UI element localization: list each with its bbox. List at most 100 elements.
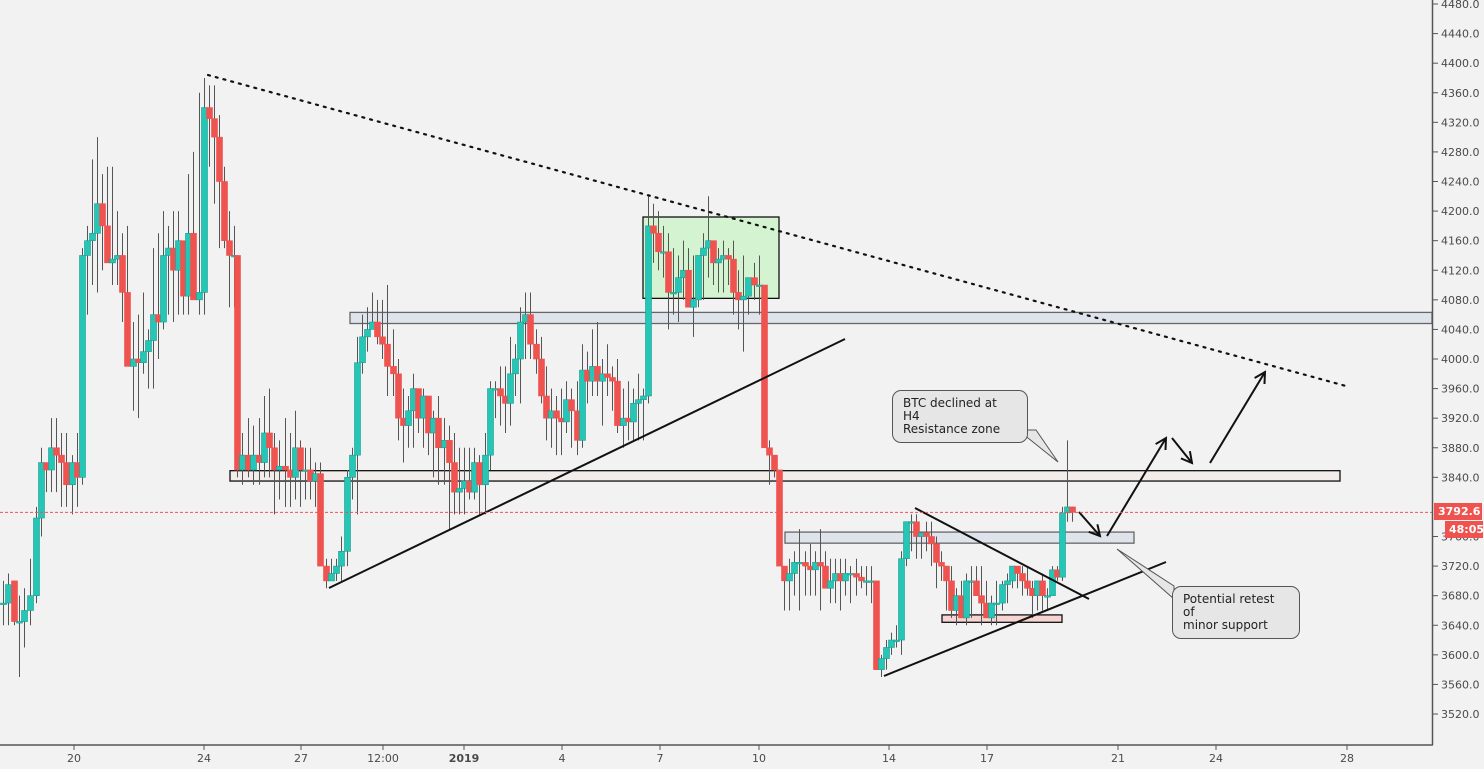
projection-arrow-3[interactable] — [1171, 437, 1194, 465]
price-tick-label: 4200.0 — [1441, 205, 1480, 218]
candle — [740, 255, 747, 352]
candle — [973, 566, 980, 596]
arrowhead-icon — [1254, 370, 1267, 385]
candle — [517, 307, 524, 404]
support-zone-low[interactable] — [941, 614, 1063, 623]
candle — [751, 262, 758, 300]
candle — [211, 85, 218, 204]
candle — [487, 381, 494, 470]
projection-arrow-1[interactable] — [1078, 511, 1102, 538]
candle — [630, 388, 637, 441]
price-tick-label: 3640.0 — [1441, 619, 1480, 632]
candle — [700, 233, 707, 300]
candle — [898, 551, 905, 655]
candle — [943, 565, 950, 611]
candle — [21, 588, 28, 648]
resistance-zone-upper[interactable] — [349, 311, 1433, 325]
price-tick-label: 4320.0 — [1441, 116, 1480, 129]
price-axis[interactable]: 4480.0 4440.0 4400.0 4360.0 4320.0 4280.0 4240… — [1433, 0, 1480, 721]
candle — [379, 299, 386, 360]
candle — [888, 632, 895, 655]
candle — [271, 432, 278, 515]
candle — [216, 114, 223, 249]
candle — [297, 440, 304, 507]
candle — [190, 151, 197, 301]
candle — [786, 558, 793, 611]
candle — [771, 454, 778, 478]
candle — [883, 640, 890, 670]
candle — [124, 225, 131, 367]
candle — [317, 462, 324, 567]
candle — [614, 359, 621, 433]
candle — [665, 233, 672, 330]
time-axis[interactable]: 20 24 27 12:00 2019 4 7 10 14 17 21 24 28 — [67, 745, 1354, 765]
resistance-zone-h4[interactable] — [229, 470, 1341, 482]
triangle-lower-line[interactable] — [883, 561, 1167, 677]
candle — [405, 395, 412, 448]
price-tick-label: 4360.0 — [1441, 87, 1480, 100]
candle — [497, 366, 504, 426]
candle — [842, 558, 849, 596]
candle — [1039, 573, 1046, 611]
candle — [938, 551, 945, 581]
candle — [344, 469, 351, 567]
ascending-trendline-left[interactable] — [328, 338, 846, 589]
candle — [766, 440, 773, 485]
time-tick-label: 28 — [1340, 752, 1354, 765]
candle — [456, 447, 463, 515]
time-tick-label: 20 — [67, 752, 81, 765]
candle — [425, 395, 432, 456]
candle — [435, 395, 442, 485]
callout-line-2: minor support — [1183, 618, 1268, 632]
candle — [776, 469, 783, 567]
candle — [38, 447, 45, 537]
candle — [745, 277, 752, 315]
time-tick-label: 27 — [294, 752, 308, 765]
time-tick-label: 2019 — [449, 752, 480, 765]
candle — [1014, 565, 1021, 589]
candle — [84, 225, 91, 315]
candle — [690, 255, 697, 337]
candle — [328, 558, 335, 582]
minor-support-zone[interactable] — [784, 531, 1135, 544]
candle — [670, 248, 677, 315]
triangle-upper-line[interactable] — [914, 507, 1090, 600]
projection-arrow-2[interactable] — [1106, 436, 1168, 537]
candle — [109, 166, 116, 286]
candle — [364, 307, 371, 352]
candle — [89, 159, 96, 286]
candle — [993, 580, 1000, 626]
candle — [928, 521, 935, 567]
candle — [715, 248, 722, 293]
price-tick-label: 3720.0 — [1441, 560, 1480, 573]
bar-countdown-tag: 48:05 — [1445, 521, 1484, 538]
candle — [710, 240, 717, 286]
candle — [553, 395, 560, 456]
candle — [933, 536, 940, 589]
candle — [1004, 573, 1011, 604]
price-tick-label: 4480.0 — [1441, 0, 1480, 11]
candle — [640, 388, 647, 441]
candle — [0, 580, 7, 626]
minor-support-callout: Potential retest of minor support — [1172, 586, 1300, 639]
candle — [446, 425, 453, 530]
candle — [338, 536, 345, 581]
candle — [1024, 566, 1031, 596]
descending-trendline[interactable] — [206, 73, 1348, 388]
price-tick-label: 3840.0 — [1441, 471, 1480, 484]
candle — [923, 521, 930, 552]
time-tick-label: 14 — [882, 752, 896, 765]
candle — [160, 211, 167, 330]
price-tick-label: 3600.0 — [1441, 649, 1480, 662]
candle — [645, 196, 652, 404]
time-tick-label: 21 — [1111, 752, 1125, 765]
candles-layer — [0, 77, 1076, 678]
candle — [655, 211, 662, 271]
price-tick-label: 3560.0 — [1441, 678, 1480, 691]
projection-arrow-4[interactable] — [1209, 370, 1267, 464]
candle — [963, 573, 970, 626]
price-tick-label: 3680.0 — [1441, 590, 1480, 603]
candle — [374, 299, 381, 345]
